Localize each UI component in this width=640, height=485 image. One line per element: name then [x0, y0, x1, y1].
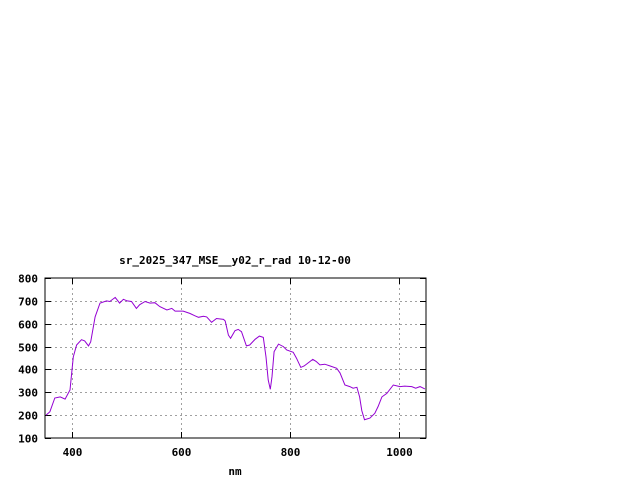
grid — [45, 278, 426, 438]
x-tick-label: 600 — [172, 446, 192, 459]
series-line — [45, 296, 426, 421]
axis-ticks: 100 200 300 400 500 600 700 800 400 600 800 1000 — [18, 273, 426, 459]
y-tick-label: 400 — [18, 364, 38, 377]
y-tick-label: 800 — [18, 273, 38, 286]
y-tick-label: 500 — [18, 342, 38, 355]
x-tick-label: 1000 — [386, 446, 413, 459]
plot-frame — [44, 277, 427, 439]
y-tick-label: 200 — [18, 410, 38, 423]
y-tick-label: 100 — [18, 433, 38, 446]
y-tick-label: 600 — [18, 319, 38, 332]
y-tick-label: 700 — [18, 296, 38, 309]
x-tick-label: 400 — [63, 446, 83, 459]
y-tick-label: 300 — [18, 387, 38, 400]
chart-title: sr_2025_347_MSE__y02_r_rad 10-12-00 — [119, 254, 351, 267]
x-axis-label: nm — [228, 465, 242, 478]
x-tick-label: 800 — [281, 446, 301, 459]
